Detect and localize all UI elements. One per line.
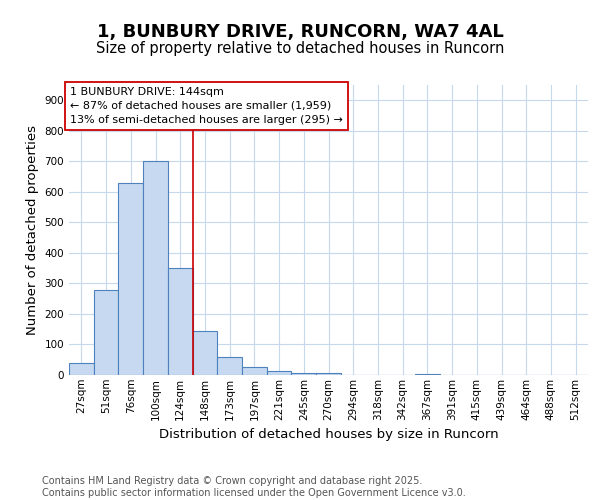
- X-axis label: Distribution of detached houses by size in Runcorn: Distribution of detached houses by size …: [158, 428, 499, 441]
- Bar: [316, 374, 341, 375]
- Bar: [94, 290, 118, 375]
- Text: Contains HM Land Registry data © Crown copyright and database right 2025.
Contai: Contains HM Land Registry data © Crown c…: [42, 476, 466, 498]
- Text: Size of property relative to detached houses in Runcorn: Size of property relative to detached ho…: [96, 41, 504, 56]
- Bar: [193, 330, 217, 375]
- Text: 1 BUNBURY DRIVE: 144sqm
← 87% of detached houses are smaller (1,959)
13% of semi: 1 BUNBURY DRIVE: 144sqm ← 87% of detache…: [70, 86, 343, 124]
- Bar: [292, 372, 316, 375]
- Bar: [217, 356, 242, 375]
- Bar: [143, 162, 168, 375]
- Bar: [69, 363, 94, 375]
- Bar: [267, 372, 292, 375]
- Y-axis label: Number of detached properties: Number of detached properties: [26, 125, 39, 335]
- Bar: [118, 182, 143, 375]
- Bar: [242, 368, 267, 375]
- Bar: [168, 268, 193, 375]
- Bar: [415, 374, 440, 375]
- Text: 1, BUNBURY DRIVE, RUNCORN, WA7 4AL: 1, BUNBURY DRIVE, RUNCORN, WA7 4AL: [97, 22, 503, 40]
